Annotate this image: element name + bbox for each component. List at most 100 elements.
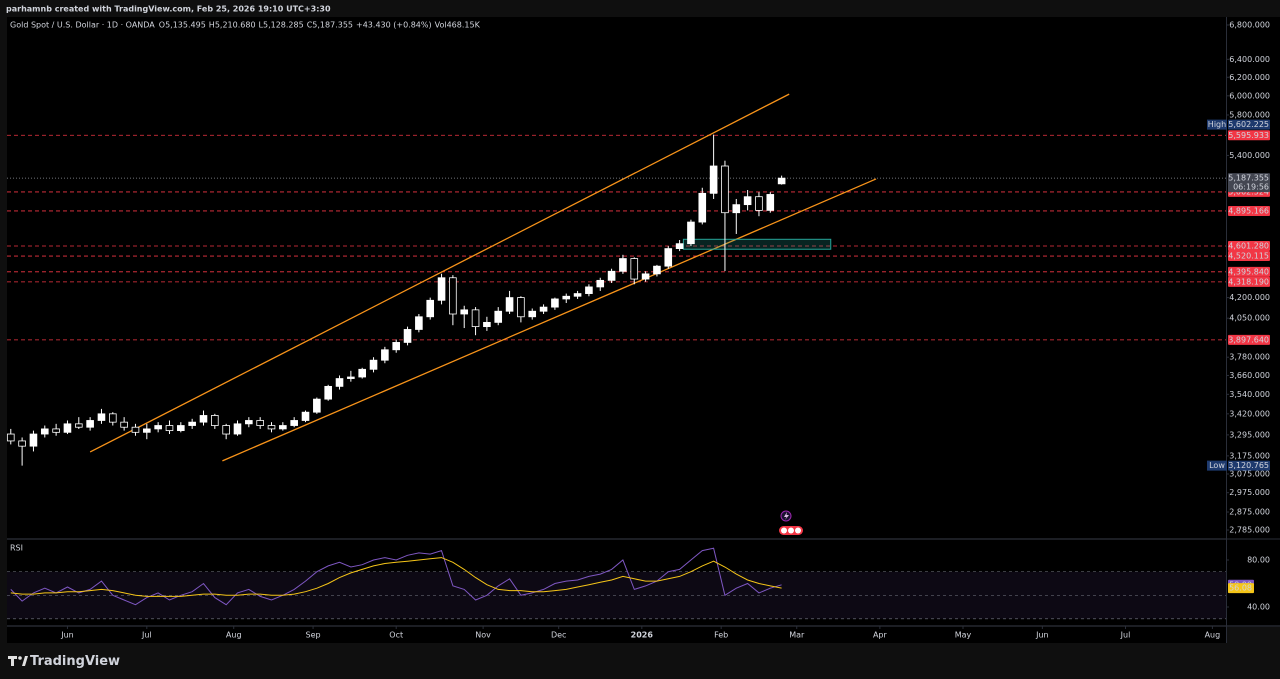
countdown: 06:19:56 <box>1233 183 1269 192</box>
candle-body <box>596 279 605 288</box>
x-tick-label: Nov <box>475 631 491 640</box>
candle-body <box>109 413 117 423</box>
candle-body <box>120 421 128 428</box>
y-tick-label: 3,420.000 <box>1229 409 1270 418</box>
y-tick-label: 2,975.000 <box>1229 488 1270 497</box>
level-label: 4,520.115 <box>1228 252 1269 261</box>
candle-body <box>460 309 469 315</box>
candle-body <box>437 277 446 301</box>
candle-body <box>40 428 49 435</box>
y-tick-label: 2,785.000 <box>1229 526 1270 535</box>
candle-body <box>290 420 298 426</box>
level-label: 4,601.280 <box>1228 241 1269 250</box>
candle-body <box>630 258 639 280</box>
y-tick-label: 6,000.000 <box>1229 91 1270 100</box>
candle-body <box>267 425 276 430</box>
level-label: 4,395.840 <box>1228 267 1269 276</box>
candle-body <box>732 204 741 214</box>
event-icon <box>795 527 801 534</box>
candle-body <box>675 243 684 250</box>
y-tick-label: 3,780.000 <box>1229 353 1270 362</box>
candle-body <box>301 411 310 421</box>
level-label-box <box>1228 240 1270 251</box>
y-tick-label: 5,400.000 <box>1229 151 1270 160</box>
y-tick-label: 4,050.000 <box>1229 314 1270 323</box>
candle-body <box>381 349 389 361</box>
candle-body <box>573 293 582 297</box>
candle-body <box>52 428 60 433</box>
candle-body <box>199 415 208 423</box>
x-tick-label: Apr <box>873 631 888 640</box>
y-tick-label: 6,400.000 <box>1229 55 1270 64</box>
candle-body <box>755 196 763 211</box>
x-tick-label: Jun <box>60 631 74 640</box>
candle-body <box>426 299 435 318</box>
x-tick-label: Jul <box>1120 631 1131 640</box>
x-tick-label: Oct <box>389 631 403 640</box>
candle-body <box>233 423 242 435</box>
x-tick-label: Mar <box>789 631 805 640</box>
level-label-box <box>1228 334 1270 345</box>
y-tick-label: 6,800.000 <box>1229 21 1270 30</box>
level-label: 3,897.640 <box>1228 335 1269 344</box>
candle-body <box>505 297 514 312</box>
time-axis <box>7 627 1226 643</box>
legend-value: O5,135.495 <box>159 21 206 30</box>
candle-body <box>6 433 15 442</box>
candle-body <box>619 258 627 272</box>
extreme-label-box <box>1228 119 1270 130</box>
candle-body <box>222 425 230 435</box>
candle-body <box>494 310 503 323</box>
candle-body <box>177 425 185 432</box>
x-tick-label: Dec <box>551 631 566 640</box>
x-tick-label: Aug <box>226 631 242 640</box>
candle-body <box>335 378 344 387</box>
candle-body <box>358 368 366 378</box>
candle-body <box>74 423 83 428</box>
price-axis <box>1227 17 1280 625</box>
y-tick-label: 2,875.000 <box>1229 508 1270 517</box>
y-tick-label: 40.00 <box>1247 603 1270 612</box>
candle-body <box>766 194 775 211</box>
last-price-label: 5,187.355 <box>1228 174 1269 183</box>
candle-body <box>324 385 332 400</box>
candle-body <box>551 298 559 308</box>
legend-value: C5,187.355 <box>307 21 353 30</box>
candle-body <box>369 359 378 370</box>
level-label: 5,595.933 <box>1228 131 1269 140</box>
candle-body <box>18 440 26 447</box>
candle-body <box>687 221 695 245</box>
rsi-title: RSI <box>10 544 23 553</box>
candle-body <box>143 428 151 433</box>
trendline <box>222 178 877 462</box>
level-label-box <box>1228 266 1270 277</box>
trendline <box>89 93 790 453</box>
y-tick-label: 4,200.000 <box>1229 293 1270 302</box>
candle-body <box>279 425 287 430</box>
candle-body <box>721 165 729 214</box>
level-label-box <box>1228 276 1270 287</box>
rsi-pane <box>7 540 1226 625</box>
x-tick-label: Jun <box>1035 631 1049 640</box>
candle-body <box>607 270 616 281</box>
rsi-value-box <box>1228 583 1254 594</box>
extreme-label: 3,120.765 <box>1228 461 1269 470</box>
candle-body <box>539 306 548 312</box>
event-icons <box>779 510 803 535</box>
legend-value: H5,210.680 <box>209 21 256 30</box>
logo-text: TradingView <box>30 654 120 669</box>
candle-body <box>641 273 650 280</box>
y-tick-label: 3,540.000 <box>1229 390 1270 399</box>
candle-body <box>154 425 162 430</box>
logo-mark <box>18 656 22 660</box>
legend-title: Gold Spot / U.S. Dollar · 1D · OANDA <box>10 21 155 30</box>
y-tick-label: 3,660.000 <box>1229 371 1270 380</box>
candle-body <box>256 420 264 426</box>
y-tick-label: 80.00 <box>1247 555 1270 564</box>
candle-body <box>743 196 752 206</box>
candle-body <box>415 316 423 330</box>
extreme-name-box <box>1207 460 1227 471</box>
candle-body <box>392 342 401 351</box>
candle-body <box>471 309 480 328</box>
